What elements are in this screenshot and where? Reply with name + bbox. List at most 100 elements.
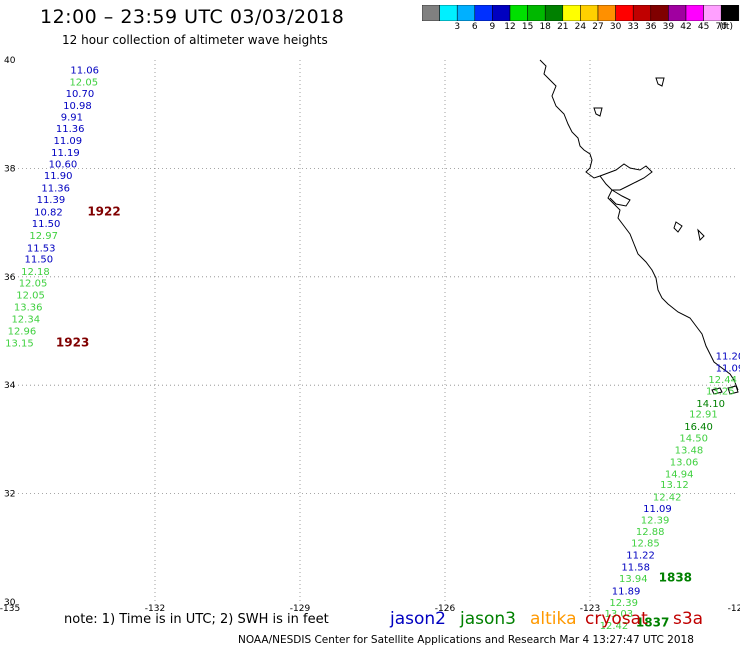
wave-height-reading: 12.05 bbox=[69, 77, 98, 88]
inland-lake-3 bbox=[673, 221, 683, 233]
y-tick-label: 30 bbox=[4, 598, 16, 608]
wave-height-reading: 9.91 bbox=[61, 113, 83, 124]
map-subtitle: 12 hour collection of altimeter wave hei… bbox=[62, 33, 328, 47]
wave-height-reading: 11.90 bbox=[44, 171, 73, 182]
wave-height-reading: 11.22 bbox=[626, 551, 655, 562]
wave-height-reading: 11.50 bbox=[25, 255, 54, 266]
wave-height-reading: 12.42 bbox=[600, 621, 629, 632]
wave-height-reading: 14.94 bbox=[665, 469, 694, 480]
y-tick-label: 32 bbox=[4, 490, 15, 500]
map-gridlines bbox=[10, 60, 735, 602]
wave-height-reading: 14.10 bbox=[696, 399, 725, 410]
y-tick-label: 34 bbox=[4, 381, 16, 391]
colorbar-label: 9 bbox=[489, 22, 496, 32]
colorbar-label: 70 bbox=[715, 22, 727, 32]
inland-lake-4 bbox=[697, 228, 705, 242]
wave-height-reading: 11.36 bbox=[56, 124, 85, 135]
wave-height-reading: 12.05 bbox=[19, 279, 48, 290]
footer-note: note: 1) Time is in UTC; 2) SWH is in fe… bbox=[64, 612, 329, 627]
wave-height-reading: 11.09 bbox=[643, 504, 672, 515]
wave-height-reading: 11.53 bbox=[27, 243, 56, 254]
wave-height-reading: 12.39 bbox=[609, 598, 638, 609]
pass-time-label: 1922 bbox=[87, 205, 120, 219]
wave-height-reading: 12.05 bbox=[16, 290, 45, 301]
colorbar-label: 36 bbox=[645, 22, 657, 32]
satellite-legend-s3a: s3a bbox=[673, 609, 704, 629]
wave-height-reading: 11.36 bbox=[41, 184, 70, 195]
colorbar-labels: 3 6 9 12 15 18 21 24 27 30 33 36 39 42 45 70 (ft) bbox=[422, 22, 740, 36]
footer-credit: NOAA/NESDIS Center for Satellite Applica… bbox=[238, 634, 694, 646]
wave-height-reading: 12.18 bbox=[21, 267, 50, 278]
colorbar-label: 39 bbox=[662, 22, 675, 32]
colorbar-label: 27 bbox=[592, 22, 604, 32]
wave-height-reading: 13.06 bbox=[670, 457, 699, 468]
colorbar-label: 24 bbox=[574, 22, 587, 32]
satellite-legend-cryosat: cryosat bbox=[585, 609, 648, 629]
wave-height-reading: 12.91 bbox=[689, 410, 718, 421]
wave-height-reading: 13.25 bbox=[706, 386, 735, 397]
colorbar-swatch bbox=[720, 5, 740, 21]
wave-height-reading: 12.85 bbox=[631, 539, 660, 550]
california-coastline bbox=[539, 59, 739, 395]
wave-height-reading: 11.50 bbox=[32, 219, 61, 230]
x-tick-label: -123 bbox=[580, 604, 600, 614]
satellite-legend-jason3: jason3 bbox=[460, 609, 516, 629]
wave-height-reading: 11.09 bbox=[54, 136, 83, 147]
satellite-legend-jason2: jason2 bbox=[390, 609, 446, 629]
wave-height-reading: 12.34 bbox=[11, 314, 40, 325]
wave-height-reading: 10.82 bbox=[34, 208, 63, 219]
sf-bay bbox=[599, 163, 653, 191]
wave-height-reading: 12.42 bbox=[653, 493, 682, 504]
wave-height-readings: 11.0612.0510.7010.989.9111.3611.0911.191… bbox=[5, 66, 740, 633]
bay-inlet bbox=[609, 189, 631, 207]
colorbar-unit: (ft) bbox=[719, 22, 733, 32]
wave-height-reading: 12.44 bbox=[708, 375, 737, 386]
wave-height-reading: 13.94 bbox=[619, 574, 648, 585]
colorbar-label: 21 bbox=[557, 22, 569, 32]
x-tick-label: -12 bbox=[728, 604, 740, 614]
wave-height-reading: 11.39 bbox=[37, 195, 66, 206]
wave-height-colorbar bbox=[422, 5, 740, 21]
colorbar-label: 12 bbox=[504, 22, 516, 32]
wave-height-reading: 16.40 bbox=[684, 422, 713, 433]
colorbar-label: 30 bbox=[609, 22, 622, 32]
map-title: 12:00 – 23:59 UTC 03/03/2018 bbox=[40, 6, 345, 28]
wave-height-reading: 11.06 bbox=[70, 66, 99, 77]
colorbar-label: 33 bbox=[627, 22, 639, 32]
pass-time-label: 1837 bbox=[636, 615, 669, 629]
wave-height-reading: 10.60 bbox=[49, 159, 78, 170]
wave-height-reading: 13.12 bbox=[660, 480, 689, 491]
x-tick-label: -132 bbox=[145, 604, 165, 614]
colorbar-label: 42 bbox=[680, 22, 692, 32]
wave-height-reading: 13.36 bbox=[14, 302, 43, 313]
wave-height-reading: 10.70 bbox=[66, 89, 95, 100]
y-tick-label: 36 bbox=[4, 273, 16, 283]
wave-height-reading: 10.98 bbox=[63, 101, 92, 112]
y-tick-label: 40 bbox=[4, 56, 16, 66]
wave-height-reading: 14.50 bbox=[679, 434, 708, 445]
wave-height-reading: 11.89 bbox=[612, 586, 641, 597]
mainland-coast bbox=[539, 59, 739, 391]
wave-height-reading: 11.58 bbox=[621, 563, 650, 574]
inland-lake-1 bbox=[655, 77, 665, 87]
axis-tick-labels: -135 -132 -129 -126 -123 -12 30 32 34 36 38 40 bbox=[0, 56, 740, 614]
inland-lake-2 bbox=[593, 107, 603, 117]
colorbar-label: 15 bbox=[521, 22, 534, 32]
pass-time-label: 1923 bbox=[56, 336, 89, 350]
colorbar-label: 3 bbox=[454, 22, 461, 32]
wave-height-reading: 12.96 bbox=[8, 326, 37, 337]
pass-time-label: 1838 bbox=[659, 570, 692, 584]
x-tick-label: -129 bbox=[290, 604, 311, 614]
channel-island-1 bbox=[727, 385, 739, 395]
channel-island-2 bbox=[711, 387, 723, 395]
x-tick-label: -126 bbox=[435, 604, 456, 614]
wave-height-reading: 13.15 bbox=[5, 339, 34, 350]
colorbar-label: 6 bbox=[471, 22, 478, 32]
colorbar-label: 45 bbox=[697, 22, 710, 32]
wave-height-reading: 13.03 bbox=[605, 609, 634, 620]
wave-height-reading: 12.97 bbox=[29, 231, 58, 242]
wave-height-reading: 11.19 bbox=[51, 148, 80, 159]
satellite-legend-altika: altika bbox=[530, 609, 577, 629]
wave-height-reading: 12.39 bbox=[641, 515, 670, 526]
